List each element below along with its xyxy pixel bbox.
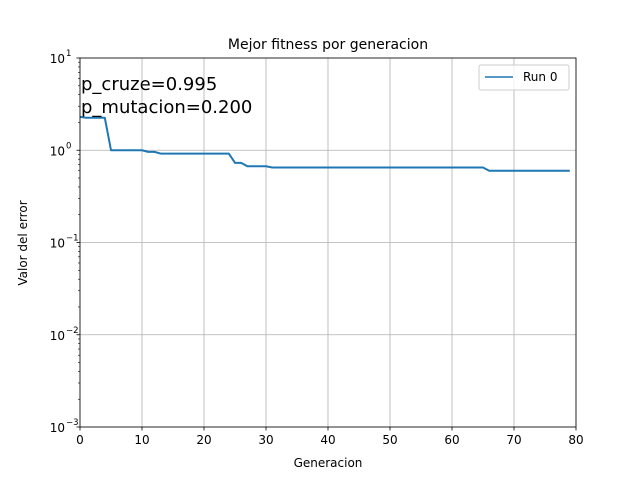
series-line-run-0	[79, 115, 570, 172]
x-tick-label: 80	[568, 433, 583, 447]
legend-label-run-0: Run 0	[523, 70, 557, 84]
x-tick-label: 40	[320, 433, 335, 447]
legend: Run 0	[478, 64, 570, 91]
chart-title: Mejor fitness por generacion	[228, 37, 428, 53]
annotation-p-mutacion: p_mutacion=0.200	[81, 97, 252, 118]
y-tick-exponent: −2	[66, 326, 79, 336]
x-tick-label: 20	[196, 433, 211, 447]
series-layer	[79, 115, 570, 172]
y-tick-exponent: 0	[66, 141, 71, 151]
y-tick-label: 10	[50, 421, 65, 435]
x-tick-label: 30	[258, 433, 273, 447]
y-tick-exponent: −3	[66, 418, 79, 428]
x-tick-label: 10	[134, 433, 149, 447]
y-tick-label: 10	[50, 52, 65, 66]
y-axis-label: Valor del error	[16, 200, 30, 285]
y-tick-exponent: 1	[66, 49, 71, 59]
y-tick-exponent: −1	[66, 234, 79, 244]
y-tick-label: 10	[50, 237, 65, 251]
x-tick-label: 70	[506, 433, 521, 447]
x-axis-ticks: 0 10 20 30 40 50 60 70 80	[76, 427, 584, 447]
annotation-p-cruze: p_cruze=0.995	[81, 74, 217, 95]
y-tick-label: 10	[50, 144, 65, 158]
x-tick-label: 0	[76, 433, 84, 447]
x-tick-label: 60	[444, 433, 459, 447]
legend-box	[478, 64, 570, 91]
x-axis-label: Generacion	[294, 456, 363, 470]
y-tick-label: 10	[50, 329, 65, 343]
x-tick-label: 50	[382, 433, 397, 447]
